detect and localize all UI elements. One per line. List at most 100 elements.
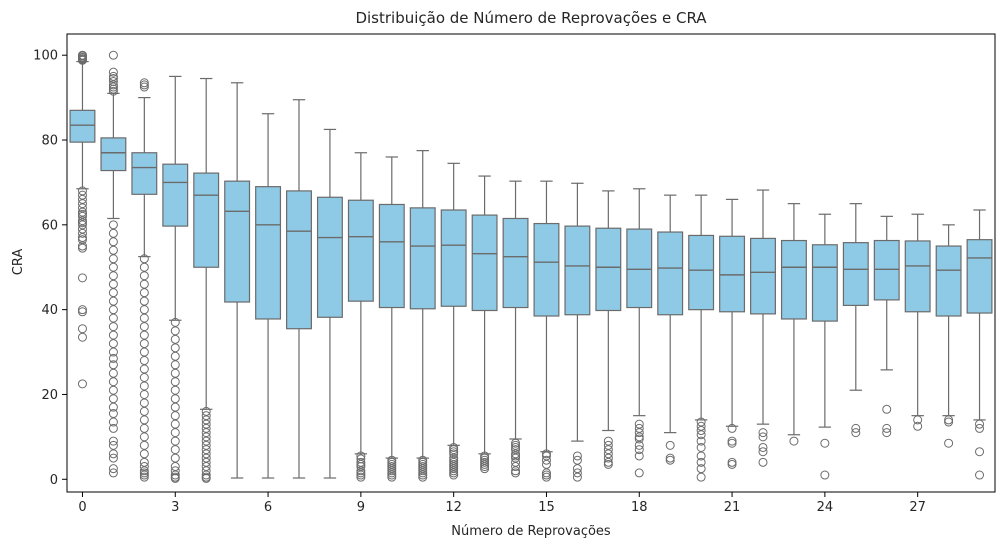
box-group-28 [935, 224, 962, 448]
outlier-point [108, 271, 118, 281]
outlier-point [108, 417, 118, 427]
box-group-6 [255, 113, 282, 479]
outlier-point [170, 360, 180, 370]
outlier-point [108, 86, 118, 96]
outlier-point [201, 473, 211, 483]
outlier-point [139, 381, 149, 391]
outlier-point [541, 468, 551, 478]
outlier-point [139, 470, 149, 480]
outlier-point [727, 423, 737, 433]
outlier-point [665, 455, 675, 465]
outlier-point [511, 468, 521, 478]
box-group-17 [595, 190, 622, 469]
x-tick-label: 21 [724, 500, 741, 515]
box-group-5 [224, 82, 251, 479]
box-iqr [193, 172, 220, 268]
box-group-27 [904, 213, 931, 431]
outlier-point [77, 307, 87, 317]
box-group-9 [347, 152, 374, 482]
outlier-point [139, 406, 149, 416]
outlier-point [418, 468, 428, 478]
box-iqr [595, 227, 622, 312]
outlier-point [139, 313, 149, 323]
outlier-point [727, 436, 737, 446]
outlier-point [108, 402, 118, 412]
outlier-point [387, 468, 397, 478]
box-group-7 [286, 99, 312, 479]
box-group-2 [131, 78, 158, 482]
box-iqr [316, 196, 343, 318]
outlier-point [170, 351, 180, 361]
x-tick-label: 3 [171, 500, 179, 515]
outlier-point [882, 423, 892, 433]
outlier-point [634, 428, 644, 438]
box-iqr [378, 203, 405, 309]
outlier-point [108, 296, 118, 306]
outlier-point [139, 472, 149, 482]
box-group-11 [409, 150, 436, 482]
outlier-point [77, 228, 87, 238]
outlier-point [170, 394, 180, 404]
outlier-point [882, 404, 892, 414]
box-group-4 [193, 77, 220, 483]
outlier-point [696, 430, 706, 440]
outlier-point [77, 379, 87, 389]
outlier-point [139, 288, 149, 298]
outlier-point [139, 466, 149, 476]
outlier-point [139, 415, 149, 425]
outlier-point [139, 330, 149, 340]
box-group-12 [440, 162, 467, 480]
outlier-point [975, 447, 985, 457]
outlier-point [77, 218, 87, 228]
outlier-point [913, 421, 923, 431]
outlier-point [108, 377, 118, 387]
outlier-point [634, 434, 644, 444]
outlier-point [108, 279, 118, 289]
outlier-point [572, 468, 582, 478]
x-tick-label: 0 [78, 500, 86, 515]
y-tick-label: 0 [50, 473, 58, 488]
outlier-point [139, 322, 149, 332]
outlier-point [356, 472, 366, 482]
outlier-point [789, 436, 799, 446]
outlier-point [727, 438, 737, 448]
outlier-point [634, 445, 644, 455]
outlier-point [975, 423, 985, 433]
x-tick-label: 9 [357, 500, 365, 515]
outlier-point [975, 419, 985, 429]
outlier-point [108, 254, 118, 264]
outlier-point [387, 472, 397, 482]
outlier-point [139, 279, 149, 289]
outlier-point [851, 428, 861, 438]
box-iqr [935, 245, 962, 317]
outlier-point [387, 466, 397, 476]
x-tick-label: 15 [538, 500, 555, 515]
outlier-point [758, 457, 768, 467]
outlier-point [108, 84, 118, 94]
outlier-point [108, 468, 118, 478]
box-group-26 [873, 215, 900, 438]
outlier-point [108, 228, 118, 238]
outlier-point [449, 470, 459, 480]
outlier-point [170, 402, 180, 412]
box-iqr [286, 190, 312, 330]
box-iqr [904, 240, 931, 313]
outlier-point [820, 438, 830, 448]
outlier-point [511, 451, 521, 461]
y-tick-label: 80 [41, 134, 58, 149]
outlier-point [108, 464, 118, 474]
box-iqr [811, 244, 838, 322]
outlier-point [108, 436, 118, 446]
outlier-point [108, 453, 118, 463]
outlier-point [170, 473, 180, 483]
outlier-point [758, 442, 768, 452]
box-group-24 [811, 213, 838, 480]
box-group-21 [719, 198, 746, 469]
outlier-point [449, 468, 459, 478]
outlier-point [356, 466, 366, 476]
box-group-29 [966, 209, 993, 480]
outlier-point [108, 50, 118, 60]
outlier-point [108, 368, 118, 378]
outlier-point [139, 82, 149, 92]
outlier-point [108, 353, 118, 363]
